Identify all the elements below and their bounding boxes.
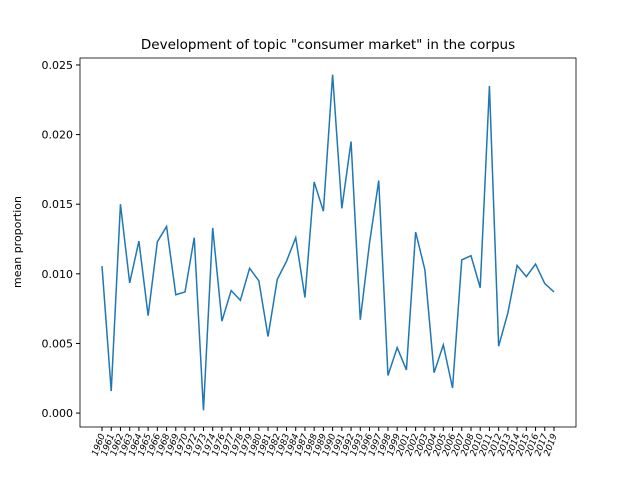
y-tick-label: 0.020 (42, 129, 74, 142)
plot-frame (79, 57, 577, 428)
chart-title: Development of topic "consumer market" i… (141, 37, 515, 53)
y-tick-label: 0.000 (42, 407, 74, 420)
y-axis-label: mean proportion (11, 196, 24, 288)
y-tick-label: 0.015 (42, 198, 74, 211)
y-tick-label: 0.010 (42, 268, 74, 281)
data-line (101, 74, 555, 411)
y-tick-label: 0.005 (42, 337, 74, 350)
y-tick-label: 0.025 (42, 59, 74, 72)
